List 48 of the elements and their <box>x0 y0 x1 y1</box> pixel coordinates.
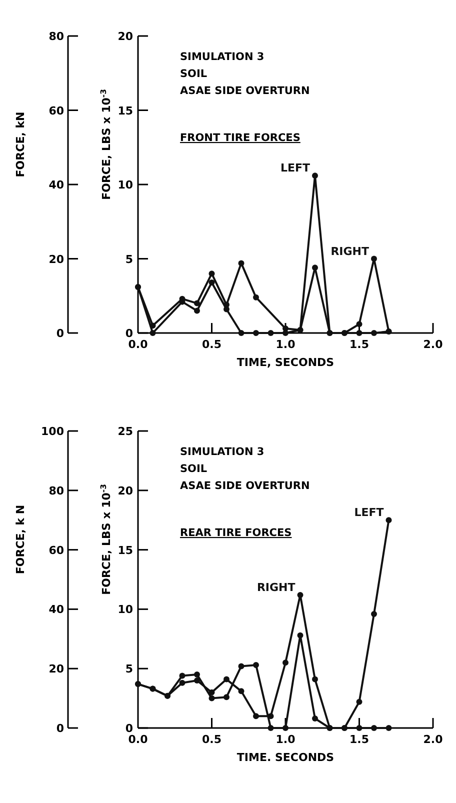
text: REAR TIRE FORCES <box>180 527 292 539</box>
x-tick-label: 2.0 <box>423 733 444 746</box>
x-axis-title: TIME, SECONDS <box>236 356 334 369</box>
annotation: SOIL <box>180 463 208 475</box>
annotation: SIMULATION 3 <box>180 446 264 458</box>
y2-tick-label: 0 <box>56 722 64 735</box>
x-tick-label: 1.5 <box>350 338 369 351</box>
y2-tick-label: 100 <box>41 425 64 438</box>
x-tick-label: 2.0 <box>423 338 444 351</box>
y2-axis-title: FORCE, kN <box>14 112 27 178</box>
y2-tick-label: 40 <box>48 178 64 192</box>
annotation: SOIL <box>180 68 208 80</box>
annotation: SIMULATION 3 <box>180 51 264 63</box>
x-tick-label: 0.5 <box>202 338 222 351</box>
x-tick-label: 0.0 <box>128 733 148 746</box>
y2-tick-label: 40 <box>48 603 64 616</box>
annotation: ASAE SIDE OVERTURN <box>180 85 310 97</box>
series-label: RIGHT <box>256 580 296 594</box>
y-tick-label: 5 <box>125 662 133 676</box>
y2-tick-label: 80 <box>48 484 64 498</box>
x-tick-label: 1.5 <box>350 733 369 746</box>
y-tick-label: 10 <box>118 178 134 192</box>
y2-axis-title: FORCE, k N <box>14 504 27 574</box>
y2-tick-label: 20 <box>48 662 64 676</box>
y2-tick-label: 60 <box>48 104 64 118</box>
text: FRONT TIRE FORCES <box>180 132 300 144</box>
y2-tick-label: 60 <box>48 544 64 557</box>
y-tick-label: 25 <box>118 425 133 438</box>
y-tick-label: 10 <box>118 603 134 616</box>
x-tick-label: 0.0 <box>128 338 148 351</box>
y-tick-label: 15 <box>118 544 133 557</box>
series-label: RIGHT <box>330 244 370 258</box>
y2-tick-label: 20 <box>48 252 64 266</box>
x-tick-label: 1.0 <box>276 733 296 746</box>
series-label: LEFT <box>354 506 384 520</box>
x-axis-title: TIME. SECONDS <box>236 751 334 764</box>
y-tick-label: 15 <box>118 104 133 118</box>
y-tick-label: 5 <box>125 252 133 266</box>
annotation: ASAE SIDE OVERTURN <box>180 480 310 492</box>
x-tick-label: 1.0 <box>276 338 296 351</box>
y2-tick-label: 80 <box>48 30 64 43</box>
y-tick-label: 0 <box>125 722 134 735</box>
x-tick-label: 0.5 <box>202 733 222 746</box>
y-tick-label: 20 <box>118 484 134 498</box>
series-label: LEFT <box>280 162 310 175</box>
y-tick-label: 20 <box>118 30 134 43</box>
y-tick-label: 0 <box>125 327 134 340</box>
y2-tick-label: 0 <box>56 327 64 340</box>
